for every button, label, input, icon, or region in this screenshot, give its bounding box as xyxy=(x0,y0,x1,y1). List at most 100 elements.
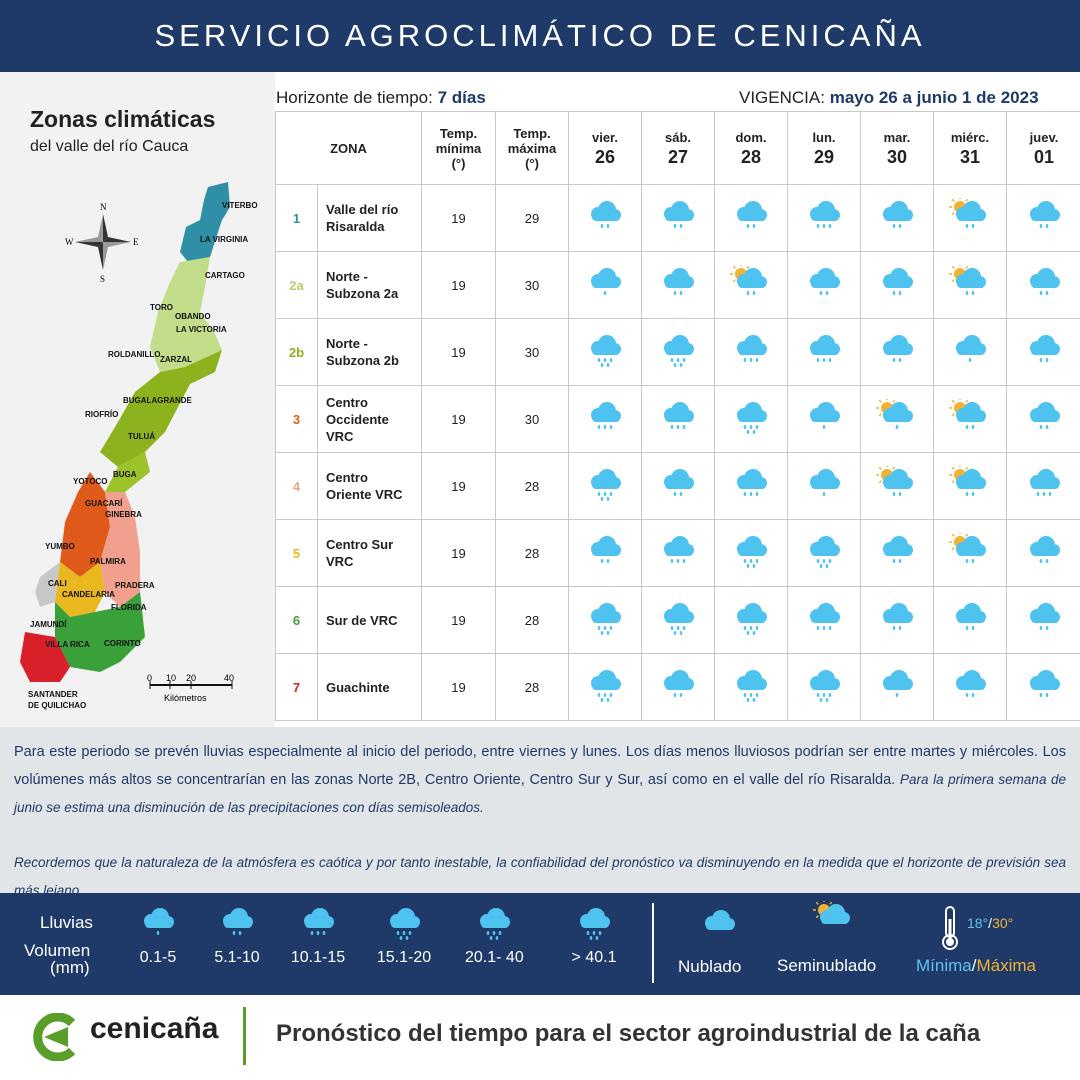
tmin-value: 19 xyxy=(421,251,496,319)
note-paragraph-1-italic: Para la primera semana de junio se estim… xyxy=(14,772,1066,815)
legend-panel: Lluvias Volumen (mm) 0.1-5 5.1-10 10.1-15 1… xyxy=(0,893,1080,995)
day-header-6: juev. 01 xyxy=(1006,111,1080,185)
town-label: YUMBO xyxy=(45,542,75,551)
rain-cloud-icon xyxy=(569,600,641,640)
legend-rain-item: 20.1- 40 xyxy=(465,905,524,967)
rain-cloud-icon xyxy=(788,399,860,439)
rain-cloud-icon xyxy=(715,466,787,506)
forecast-cell xyxy=(860,385,934,453)
rain-cloud-icon xyxy=(642,533,714,573)
zone-number: 2b xyxy=(275,318,318,386)
table-row: 1 Valle del río Risaralda 19 29 xyxy=(275,184,1080,252)
compass-s: S xyxy=(100,274,105,284)
tmax-value: 30 xyxy=(495,251,569,319)
tmax-value: 29 xyxy=(495,184,569,252)
tmin-value: 19 xyxy=(421,184,496,252)
rain-cloud-icon xyxy=(1007,533,1080,573)
tmax-value: 28 xyxy=(495,653,569,721)
forecast-cell xyxy=(1006,452,1080,520)
legend-range-label: > 40.1 xyxy=(571,949,617,966)
brand-name: cenicaña xyxy=(90,1012,219,1045)
zone-name-line: Oriente VRC xyxy=(326,487,403,502)
forecast-cell xyxy=(1006,653,1080,721)
forecast-cell xyxy=(1006,519,1080,587)
day-date: 26 xyxy=(594,146,616,167)
tmin-header-l1: Temp. xyxy=(439,125,478,141)
zone-name: Valle del río Risaralda xyxy=(317,184,422,252)
town-label: TORO xyxy=(150,303,173,312)
rain-cloud-icon xyxy=(861,533,933,573)
rain-cloud-icon xyxy=(1007,667,1080,707)
town-label: LA VICTORIA xyxy=(176,325,227,334)
forecast-cell xyxy=(1006,385,1080,453)
horizon-label: Horizonte de tiempo: xyxy=(276,88,433,107)
forecast-cell xyxy=(933,251,1007,319)
footer: cenicaña Pronóstico del tiempo para el s… xyxy=(0,995,1080,1080)
forecast-cell xyxy=(787,318,861,386)
zone-name-line: Centro Sur xyxy=(326,537,394,552)
legend-max-label: Máxima xyxy=(976,956,1036,975)
table-row: 6 Sur de VRC 19 28 xyxy=(275,586,1080,654)
rain-cloud-icon xyxy=(861,667,933,707)
rain-volume-icon xyxy=(565,905,623,945)
day-header-2: dom. 28 xyxy=(714,111,788,185)
map-title: Zonas climáticas xyxy=(30,106,216,132)
table-row: 2a Norte - Subzona 2a 19 30 xyxy=(275,251,1080,319)
day-name: dom. xyxy=(735,129,767,145)
rain-cloud-icon xyxy=(788,265,860,305)
tmin-value: 19 xyxy=(421,519,496,587)
note-paragraph-1: Para este periodo se prevén lluvias espe… xyxy=(14,744,1066,788)
tmax-value: 28 xyxy=(495,452,569,520)
town-label: ZARZAL xyxy=(160,355,192,364)
scale-tick-0: 0 xyxy=(147,673,152,683)
day-header-1: sáb. 27 xyxy=(641,111,715,185)
zone-name-line: Guachinte xyxy=(326,679,390,695)
semicloudy-rain-icon xyxy=(861,399,933,439)
zone-map: N S E W VITERBO LA VIRGINIA CARTAGO TOROOBA… xyxy=(20,182,258,710)
validity-value: mayo 26 a junio 1 de 2023 xyxy=(829,88,1039,107)
day-name: miérc. xyxy=(950,129,990,145)
day-name: juev. xyxy=(1029,129,1059,145)
zone-3-region xyxy=(60,472,110,577)
zone-name-line: Centro xyxy=(326,394,368,410)
rain-cloud-icon xyxy=(1007,198,1080,238)
rain-cloud-icon xyxy=(569,198,641,238)
rain-cloud-icon xyxy=(788,332,860,372)
rain-cloud-icon xyxy=(861,332,933,372)
legend-rain-item: 10.1-15 xyxy=(289,905,347,967)
zone-name-line: Sur de VRC xyxy=(326,612,398,628)
forecast-cell xyxy=(641,184,715,252)
zone-4-region xyxy=(100,492,140,607)
rain-cloud-icon xyxy=(569,332,641,372)
legend-cloudy-label: Nublado xyxy=(678,957,742,976)
rain-cloud-icon xyxy=(861,265,933,305)
forecast-cell xyxy=(933,519,1007,587)
legend-semicloudy-label: Seminublado xyxy=(777,956,877,975)
legend-semicloudy-icon xyxy=(812,901,856,941)
forecast-cell xyxy=(933,452,1007,520)
tmax-value: 28 xyxy=(495,519,569,587)
forecast-cell xyxy=(787,452,861,520)
rain-cloud-icon xyxy=(1007,265,1080,305)
day-name: lun. xyxy=(812,129,836,145)
legend-range-label: 0.1-5 xyxy=(139,949,177,966)
zone-name-line: Subzona 2a xyxy=(326,286,399,301)
table-row: 3 Centro Occidente VRC 19 30 xyxy=(275,385,1080,453)
tmax-header-l3: (°) xyxy=(525,155,539,171)
forecast-cell xyxy=(860,586,934,654)
header-banner: SERVICIO AGROCLIMÁTICO DE CENICAÑA xyxy=(0,0,1080,72)
forecast-cell xyxy=(860,251,934,319)
rain-cloud-icon xyxy=(788,667,860,707)
legend-range-label: 20.1- 40 xyxy=(465,949,524,966)
forecast-cell xyxy=(933,385,1007,453)
forecast-cell xyxy=(860,519,934,587)
scale-tick-10: 10 xyxy=(166,673,176,683)
zone-6-region xyxy=(55,592,145,672)
town-label: SANTANDER xyxy=(28,690,78,699)
zone-number: 7 xyxy=(275,653,318,721)
tmax-value: 28 xyxy=(495,586,569,654)
legend-rain-label: Lluvias xyxy=(40,913,93,932)
zone-1-region xyxy=(180,182,230,262)
forecast-cell xyxy=(1006,184,1080,252)
rain-cloud-icon xyxy=(934,667,1006,707)
